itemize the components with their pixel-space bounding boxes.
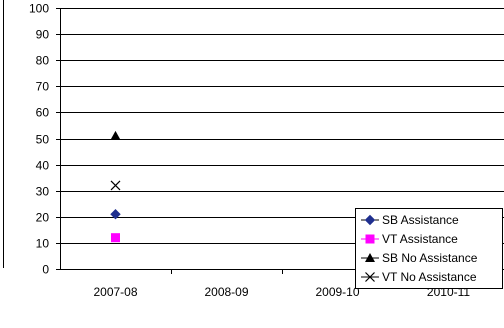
legend-marker bbox=[365, 272, 375, 282]
legend-label: SB Assistance bbox=[382, 213, 459, 227]
x-tick-label: 2008-09 bbox=[204, 285, 248, 299]
y-tick-label: 0 bbox=[42, 263, 49, 277]
x-tick-label: 2009-10 bbox=[315, 285, 359, 299]
legend: SB Assistance VT Assistance SB No Assistan… bbox=[355, 208, 503, 289]
data-point bbox=[110, 208, 121, 220]
y-tick-label: 70 bbox=[36, 80, 50, 94]
y-tick-label: 50 bbox=[36, 133, 50, 147]
gridlines bbox=[60, 8, 504, 244]
legend-box bbox=[355, 208, 503, 289]
y-tick-label: 80 bbox=[36, 54, 50, 68]
y-axis-ticks: 0 10 20 30 40 50 60 70 80 90 100 bbox=[29, 2, 60, 277]
y-tick-label: 10 bbox=[36, 237, 50, 251]
legend-marker bbox=[365, 234, 375, 244]
y-tick-label: 60 bbox=[36, 106, 50, 120]
data-point bbox=[110, 130, 121, 140]
data-point bbox=[111, 233, 120, 243]
data-point bbox=[110, 180, 121, 191]
y-tick-label: 90 bbox=[36, 28, 50, 42]
legend-label: VT No Assistance bbox=[382, 270, 477, 284]
y-tick-label: 30 bbox=[36, 185, 50, 199]
y-tick-label: 40 bbox=[36, 159, 50, 173]
y-tick-label: 100 bbox=[29, 2, 49, 16]
data-points bbox=[110, 130, 121, 243]
legend-marker bbox=[365, 253, 375, 262]
legend-label: SB No Assistance bbox=[382, 251, 478, 265]
y-tick-label: 20 bbox=[36, 211, 50, 225]
legend-label: VT Assistance bbox=[382, 232, 458, 246]
legend-marker bbox=[364, 214, 376, 226]
x-tick-label: 2007-08 bbox=[93, 285, 137, 299]
